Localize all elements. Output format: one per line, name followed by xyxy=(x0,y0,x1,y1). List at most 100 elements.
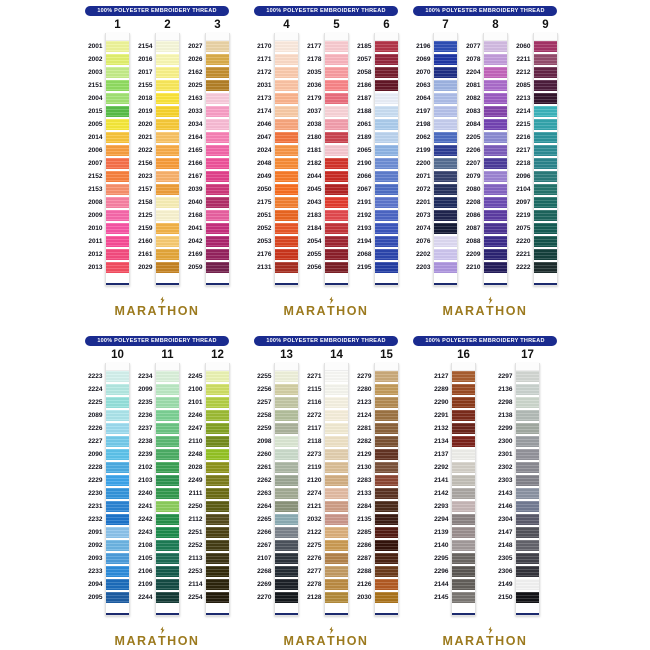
thread-swatch xyxy=(324,249,348,260)
card-header: 100% POLYESTER EMBROIDERY THREAD xyxy=(85,336,229,346)
thread-number-label: 2303 xyxy=(498,477,513,484)
thread-swatch xyxy=(433,145,457,156)
thread-number-label: 2175 xyxy=(257,199,272,206)
thread-number-label: 2087 xyxy=(466,225,481,232)
strip-baseline xyxy=(205,283,229,285)
thread-number-label: 2226 xyxy=(88,425,103,432)
thread-swatch xyxy=(105,371,129,382)
column-number: 6 xyxy=(383,19,390,31)
strip-top-cap xyxy=(374,363,398,371)
strip-top-cap xyxy=(105,363,129,371)
thread-number-label: 2184 xyxy=(307,225,322,232)
thread-swatch xyxy=(155,475,179,486)
thread-strip xyxy=(373,33,399,286)
thread-swatch xyxy=(274,449,298,460)
thread-swatch xyxy=(155,158,179,169)
strip-top-cap xyxy=(324,363,348,371)
thread-strip xyxy=(204,363,230,616)
thread-swatch xyxy=(374,462,398,473)
thread-swatch xyxy=(155,262,179,273)
thread-card: 100% POLYESTER EMBROIDERY THREAD 7 2196 206… xyxy=(412,6,558,322)
thread-number-labels: 2223 2224 2225 2089 2226 2227 2090 2228 2229 2230… xyxy=(84,363,105,616)
thread-swatch xyxy=(105,592,129,603)
column-body: 2177 2178 2035 2036 2179 2037 2038 2180 2181 2182… xyxy=(303,33,349,286)
thread-swatch xyxy=(533,210,557,221)
thread-swatch xyxy=(324,397,348,408)
strip-bottom-cap xyxy=(324,275,348,280)
thread-swatch xyxy=(155,67,179,78)
thread-swatch xyxy=(483,54,507,65)
thread-swatch xyxy=(515,436,539,447)
thread-number-label: 2215 xyxy=(516,121,531,128)
thread-swatch xyxy=(433,54,457,65)
thread-number-label: 2205 xyxy=(466,134,481,141)
thread-swatch xyxy=(205,449,229,460)
thread-number-label: 2288 xyxy=(357,568,372,575)
thread-number-label: 2007 xyxy=(88,160,103,167)
thread-number-label: 2106 xyxy=(138,568,153,575)
logo-letter-t: T xyxy=(486,296,495,318)
thread-swatch xyxy=(105,436,129,447)
thread-number-label: 2291 xyxy=(434,412,449,419)
thread-swatch xyxy=(155,145,179,156)
thread-swatch xyxy=(324,566,348,577)
card-columns: 16 2127 2289 2290 2291 2132 2134 2137 2292 2141 21… xyxy=(412,347,558,616)
strip-bottom-cap xyxy=(324,605,348,610)
thread-swatch xyxy=(374,210,398,221)
thread-number-label: 2190 xyxy=(357,160,372,167)
thread-number-label: 2186 xyxy=(357,82,372,89)
strip-top-cap xyxy=(155,363,179,371)
thread-number-label: 2170 xyxy=(257,43,272,50)
thread-number-label: 2189 xyxy=(357,134,372,141)
thread-swatch xyxy=(324,514,348,525)
thread-number-label: 2130 xyxy=(357,464,372,471)
thread-swatch xyxy=(533,41,557,52)
thread-number-label: 2255 xyxy=(257,373,272,380)
thread-swatch xyxy=(324,436,348,447)
thread-swatch xyxy=(451,449,475,460)
thread-number-label: 2302 xyxy=(498,464,513,471)
thread-swatch xyxy=(274,436,298,447)
thread-swatch xyxy=(274,423,298,434)
thread-number-label: 2197 xyxy=(416,108,431,115)
thread-swatch xyxy=(374,371,398,382)
column-head-spacer xyxy=(253,347,274,363)
thread-number-labels: 2297 2136 2298 2138 2299 2300 2301 2302 2303 2143… xyxy=(494,363,515,616)
thread-number-label: 2031 xyxy=(257,82,272,89)
card-header: 100% POLYESTER EMBROIDERY THREAD xyxy=(254,336,398,346)
thread-number-label: 2280 xyxy=(357,386,372,393)
thread-number-label: 2059 xyxy=(188,264,203,271)
thread-swatch xyxy=(374,54,398,65)
strip-bottom-cap xyxy=(483,275,507,280)
column-number: 3 xyxy=(214,19,221,31)
thread-number-label: 2270 xyxy=(257,594,272,601)
thread-number-label: 2242 xyxy=(138,516,153,523)
thread-swatch xyxy=(374,80,398,91)
thread-number-label: 2148 xyxy=(498,542,513,549)
thread-number-label: 2282 xyxy=(357,438,372,445)
strip-top-cap xyxy=(205,363,229,371)
thread-swatch xyxy=(324,171,348,182)
thread-swatch xyxy=(515,384,539,395)
thread-number-label: 2151 xyxy=(88,82,103,89)
thread-number-label: 2246 xyxy=(188,412,203,419)
thread-number-label: 2157 xyxy=(138,186,153,193)
thread-swatch xyxy=(105,475,129,486)
thread-swatch xyxy=(105,488,129,499)
column-head: 1 xyxy=(84,17,130,33)
thread-number-label: 2290 xyxy=(434,399,449,406)
thread-number-label: 2052 xyxy=(257,225,272,232)
thread-swatch xyxy=(515,579,539,590)
strip-bottom-cap xyxy=(274,275,298,280)
thread-number-label: 2164 xyxy=(188,134,203,141)
thread-number-label: 2046 xyxy=(257,121,272,128)
column-head-spacer xyxy=(84,347,105,363)
strip-baseline xyxy=(205,613,229,615)
thread-swatch xyxy=(374,527,398,538)
thread-number-label: 2013 xyxy=(88,264,103,271)
thread-number-label: 2299 xyxy=(498,425,513,432)
thread-swatch xyxy=(274,41,298,52)
thread-number-label: 2051 xyxy=(257,212,272,219)
column-body: 2154 2016 2017 2155 2018 2019 2020 2021 2022 2156… xyxy=(134,33,180,286)
column-number: 4 xyxy=(283,19,290,31)
